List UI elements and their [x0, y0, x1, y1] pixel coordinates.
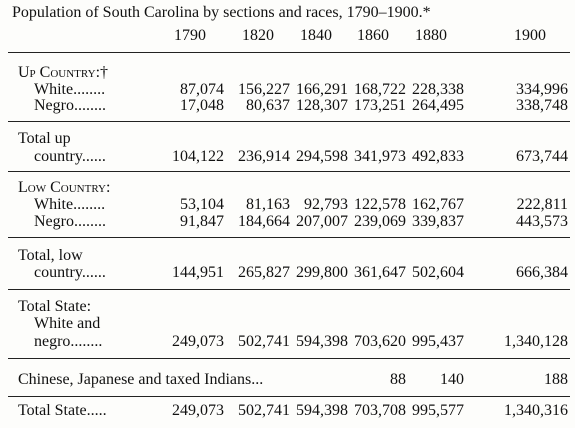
cell: 236,914 [238, 148, 290, 165]
cell: 92,793 [304, 196, 348, 213]
row-label: Total, low [18, 247, 83, 264]
rule [8, 52, 570, 53]
rule [8, 171, 570, 172]
cell: 502,741 [238, 402, 290, 419]
cell: 1,340,128 [504, 333, 568, 350]
row-label: Total State: [18, 298, 92, 315]
cell: 594,398 [296, 333, 348, 350]
cell: 995,437 [412, 333, 464, 350]
row-label: Total up [18, 130, 71, 147]
cell: 299,800 [296, 264, 348, 281]
row-label: Negro........ [34, 213, 106, 230]
rule [8, 237, 570, 238]
cell: 81,163 [246, 196, 290, 213]
cell: 361,647 [354, 264, 406, 281]
title: Population of South Carolina by sections… [12, 4, 431, 21]
cell: 207,007 [296, 213, 348, 230]
row-label: Total State..... [18, 402, 107, 419]
cell: 168,722 [354, 81, 406, 98]
cell: 173,251 [354, 97, 406, 114]
row-label: negro........ [34, 333, 103, 350]
row-label: Chinese, Japanese and taxed Indians... [18, 371, 264, 388]
cell: 502,741 [238, 333, 290, 350]
cell: 91,847 [180, 213, 224, 230]
cell: 443,573 [516, 213, 568, 230]
cell: 184,664 [238, 213, 290, 230]
cell: 666,384 [516, 264, 568, 281]
column-header: 1820 [242, 27, 274, 44]
cell: 104,122 [172, 148, 224, 165]
rule [8, 289, 570, 290]
cell: 53,104 [180, 196, 224, 213]
row-label: White and [34, 315, 101, 332]
cell: 122,578 [354, 196, 406, 213]
cell: 594,398 [296, 402, 348, 419]
cell: 87,074 [180, 81, 224, 98]
row-label: country...... [34, 264, 106, 281]
cell: 128,307 [296, 97, 348, 114]
rule [8, 396, 570, 397]
cell: 265,827 [238, 264, 290, 281]
cell: 144,951 [172, 264, 224, 281]
row-label: Negro........ [34, 97, 106, 114]
cell: 140 [440, 371, 464, 388]
cell: 492,833 [412, 148, 464, 165]
rule [8, 358, 570, 359]
cell: 239,069 [354, 213, 406, 230]
cell: 188 [544, 371, 568, 388]
row-label: Up Country:† [18, 64, 109, 81]
cell: 228,338 [412, 81, 464, 98]
cell: 166,291 [296, 81, 348, 98]
column-header: 1880 [415, 27, 447, 44]
column-header: 1840 [300, 27, 332, 44]
cell: 703,620 [354, 333, 406, 350]
cell: 156,227 [238, 81, 290, 98]
cell: 80,637 [246, 97, 290, 114]
row-label: country...... [34, 148, 106, 165]
row-label: White........ [34, 196, 106, 213]
cell: 249,073 [172, 333, 224, 350]
column-header: 1860 [357, 27, 389, 44]
cell: 17,048 [180, 97, 224, 114]
cell: 338,748 [516, 97, 568, 114]
column-header: 1790 [174, 27, 206, 44]
row-label: Low Country: [18, 179, 111, 196]
cell: 334,996 [516, 81, 568, 98]
cell: 162,767 [412, 196, 464, 213]
cell: 339,837 [412, 213, 464, 230]
cell: 1,340,316 [504, 402, 568, 419]
cell: 264,495 [412, 97, 464, 114]
cell: 341,973 [354, 148, 406, 165]
row-label: White........ [34, 81, 106, 98]
cell: 222,811 [516, 196, 568, 213]
cell: 703,708 [354, 402, 406, 419]
cell: 502,604 [412, 264, 464, 281]
cell: 88 [390, 371, 406, 388]
cell: 673,744 [516, 148, 568, 165]
cell: 995,577 [412, 402, 464, 419]
rule [8, 121, 570, 122]
cell: 294,598 [296, 148, 348, 165]
cell: 249,073 [172, 402, 224, 419]
column-header: 1900 [514, 27, 546, 44]
